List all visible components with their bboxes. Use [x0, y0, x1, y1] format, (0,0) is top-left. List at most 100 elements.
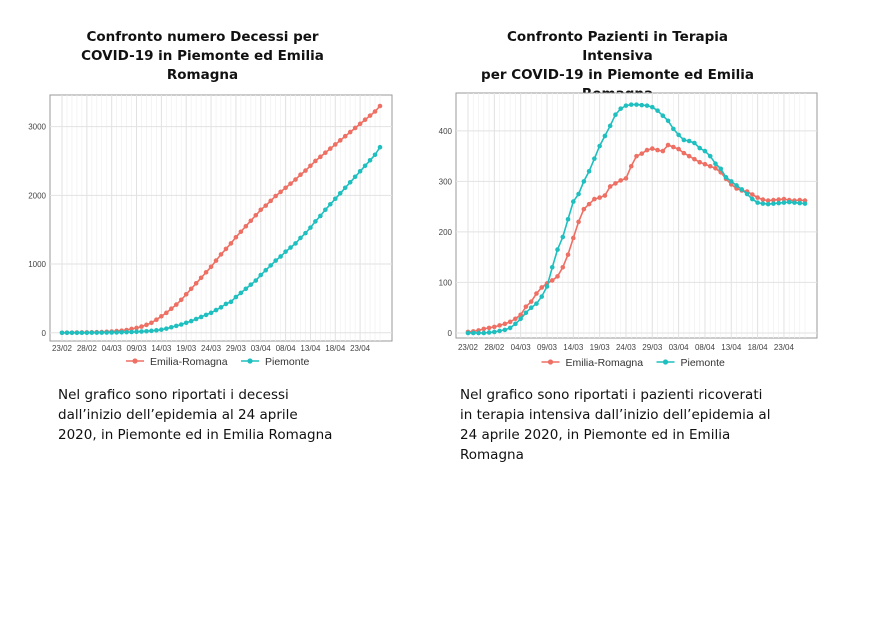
data-point — [786, 199, 792, 205]
data-point — [139, 329, 144, 334]
data-point — [555, 247, 560, 252]
data-point — [208, 264, 214, 270]
data-point — [99, 330, 105, 335]
data-point — [713, 165, 718, 171]
data-point — [681, 137, 687, 143]
data-point — [492, 324, 497, 330]
data-point — [377, 103, 383, 109]
data-point — [213, 307, 219, 313]
data-point — [634, 102, 639, 107]
data-point — [178, 297, 184, 303]
data-point — [114, 330, 119, 335]
data-point — [352, 125, 358, 131]
data-point — [486, 330, 492, 335]
data-point — [94, 330, 100, 335]
data-point — [223, 301, 229, 307]
data-point — [144, 328, 149, 334]
data-point — [183, 320, 189, 326]
data-point — [707, 153, 713, 159]
data-point — [623, 103, 629, 108]
data-point — [607, 123, 613, 129]
legend-label: Emilia-Romagna — [150, 356, 228, 368]
y-tick-label: 2000 — [28, 191, 46, 200]
data-point — [523, 304, 529, 309]
data-point — [781, 196, 787, 202]
data-point — [507, 319, 513, 325]
data-point — [367, 157, 373, 163]
legend-label: Piemonte — [681, 357, 726, 369]
data-point — [328, 201, 333, 207]
x-tick-label: 28/02 — [484, 343, 505, 352]
data-point — [760, 197, 766, 202]
data-point — [676, 132, 681, 138]
data-point — [692, 140, 697, 146]
data-point — [765, 198, 771, 203]
x-tick-label: 29/03 — [226, 344, 247, 353]
data-point — [278, 254, 283, 259]
data-point — [258, 207, 264, 213]
data-point — [528, 305, 534, 310]
deaths-chart: 23/02 28/02 04/03 09/03 14/03 19/03 24/03 29/03… — [28, 94, 393, 368]
data-point — [760, 201, 766, 206]
x-tick-label: 09/03 — [537, 343, 558, 352]
data-point — [84, 330, 90, 336]
x-tick-label: 23/04 — [350, 344, 371, 353]
data-point — [750, 196, 755, 202]
chart-title-icu: Confronto Pazienti in Terapia Intensiva … — [481, 29, 754, 102]
data-point — [124, 329, 129, 335]
data-point — [332, 142, 338, 147]
data-point — [765, 201, 771, 207]
data-point — [481, 330, 487, 336]
data-point — [377, 144, 383, 150]
data-point — [159, 313, 164, 319]
data-point — [739, 187, 745, 192]
data-point — [298, 172, 303, 178]
data-point — [352, 174, 358, 180]
data-point — [523, 310, 529, 316]
data-point — [465, 330, 471, 336]
data-point — [771, 197, 776, 203]
legend-marker — [662, 359, 669, 365]
data-point — [283, 249, 288, 254]
data-point — [486, 325, 492, 331]
x-tick-label: 08/04 — [695, 343, 716, 352]
y-tick-label: 400 — [439, 127, 453, 136]
data-point — [134, 329, 139, 335]
data-point — [544, 284, 550, 289]
data-point — [560, 234, 566, 240]
x-tick-label: 13/04 — [721, 343, 742, 352]
x-tick-label: 28/02 — [77, 344, 98, 353]
data-point — [565, 216, 571, 222]
x-tick-label: 19/03 — [590, 343, 611, 352]
data-point — [323, 207, 328, 213]
data-point — [697, 145, 702, 151]
data-point — [188, 286, 194, 292]
data-point — [129, 329, 134, 335]
x-tick-label: 14/03 — [151, 344, 172, 353]
data-point — [154, 317, 159, 322]
data-point — [357, 168, 363, 174]
data-point — [644, 103, 650, 108]
data-point — [602, 133, 608, 139]
data-point — [372, 152, 378, 158]
data-point — [69, 330, 75, 336]
data-point — [183, 291, 189, 297]
data-point — [676, 146, 681, 152]
data-point — [253, 278, 259, 283]
x-tick-label: 14/03 — [563, 343, 584, 352]
data-point — [218, 305, 224, 310]
data-point — [686, 153, 692, 159]
data-point — [243, 286, 249, 292]
x-tick-label: 23/02 — [52, 344, 73, 353]
data-point — [134, 325, 139, 331]
data-point — [318, 213, 323, 219]
data-point — [728, 179, 734, 184]
y-tick-label: 300 — [439, 177, 453, 186]
data-point — [293, 241, 298, 246]
data-point — [565, 252, 571, 257]
data-point — [313, 219, 318, 224]
data-point — [576, 219, 581, 225]
data-point — [618, 106, 624, 111]
data-point — [492, 329, 497, 335]
x-tick-label: 24/03 — [201, 344, 222, 353]
